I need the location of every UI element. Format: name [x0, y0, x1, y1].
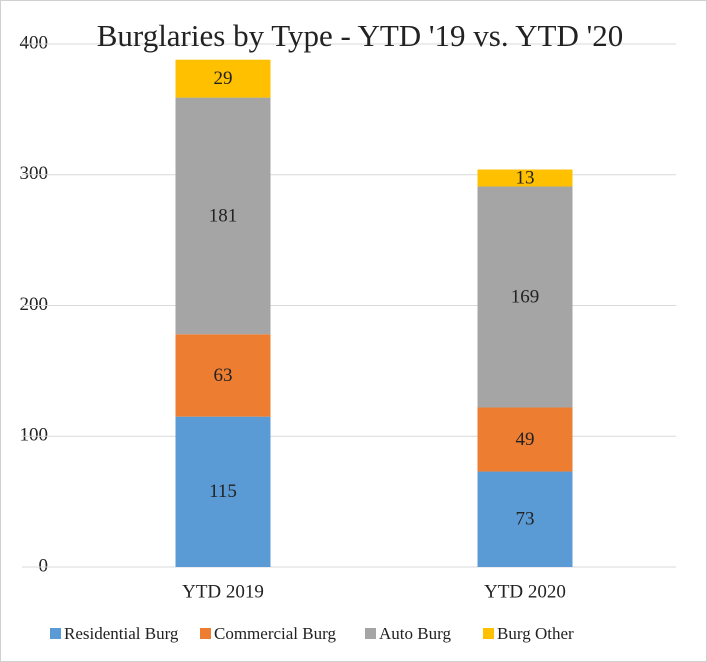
legend-label: Commercial Burg — [214, 624, 336, 643]
y-tick-label: 0 — [39, 555, 49, 576]
legend-swatch — [365, 628, 376, 639]
y-tick-label: 400 — [20, 32, 49, 53]
legend-label: Auto Burg — [379, 624, 451, 643]
data-label: 29 — [214, 68, 233, 89]
y-tick-label: 200 — [20, 294, 49, 315]
bar-segment — [477, 471, 573, 567]
data-label: 73 — [516, 509, 535, 530]
bar-segment — [175, 97, 271, 335]
bar-segment — [477, 407, 573, 472]
data-label: 13 — [516, 167, 535, 188]
data-label: 181 — [209, 205, 238, 226]
x-tick-label: YTD 2020 — [484, 581, 566, 602]
legend-swatch — [483, 628, 494, 639]
bar-segment — [175, 59, 271, 98]
data-label: 63 — [214, 365, 233, 386]
bar-segment — [477, 186, 573, 408]
bar-segment — [175, 416, 271, 567]
bar-segment — [175, 334, 271, 417]
data-label: 49 — [516, 429, 535, 450]
data-label: 169 — [511, 286, 540, 307]
y-tick-label: 300 — [20, 163, 49, 184]
legend-swatch — [50, 628, 61, 639]
legend-swatch — [200, 628, 211, 639]
legend-label: Residential Burg — [64, 624, 179, 643]
x-tick-label: YTD 2019 — [182, 581, 264, 602]
data-label: 115 — [209, 481, 237, 502]
chart-title: Burglaries by Type - YTD '19 vs. YTD '20 — [96, 18, 624, 53]
bar-segment — [477, 169, 573, 187]
y-tick-label: 100 — [20, 425, 49, 446]
legend-label: Burg Other — [497, 624, 574, 643]
